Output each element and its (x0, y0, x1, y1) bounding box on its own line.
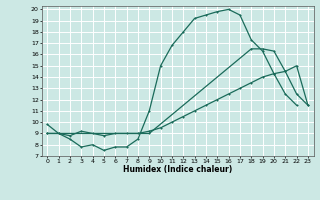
X-axis label: Humidex (Indice chaleur): Humidex (Indice chaleur) (123, 165, 232, 174)
